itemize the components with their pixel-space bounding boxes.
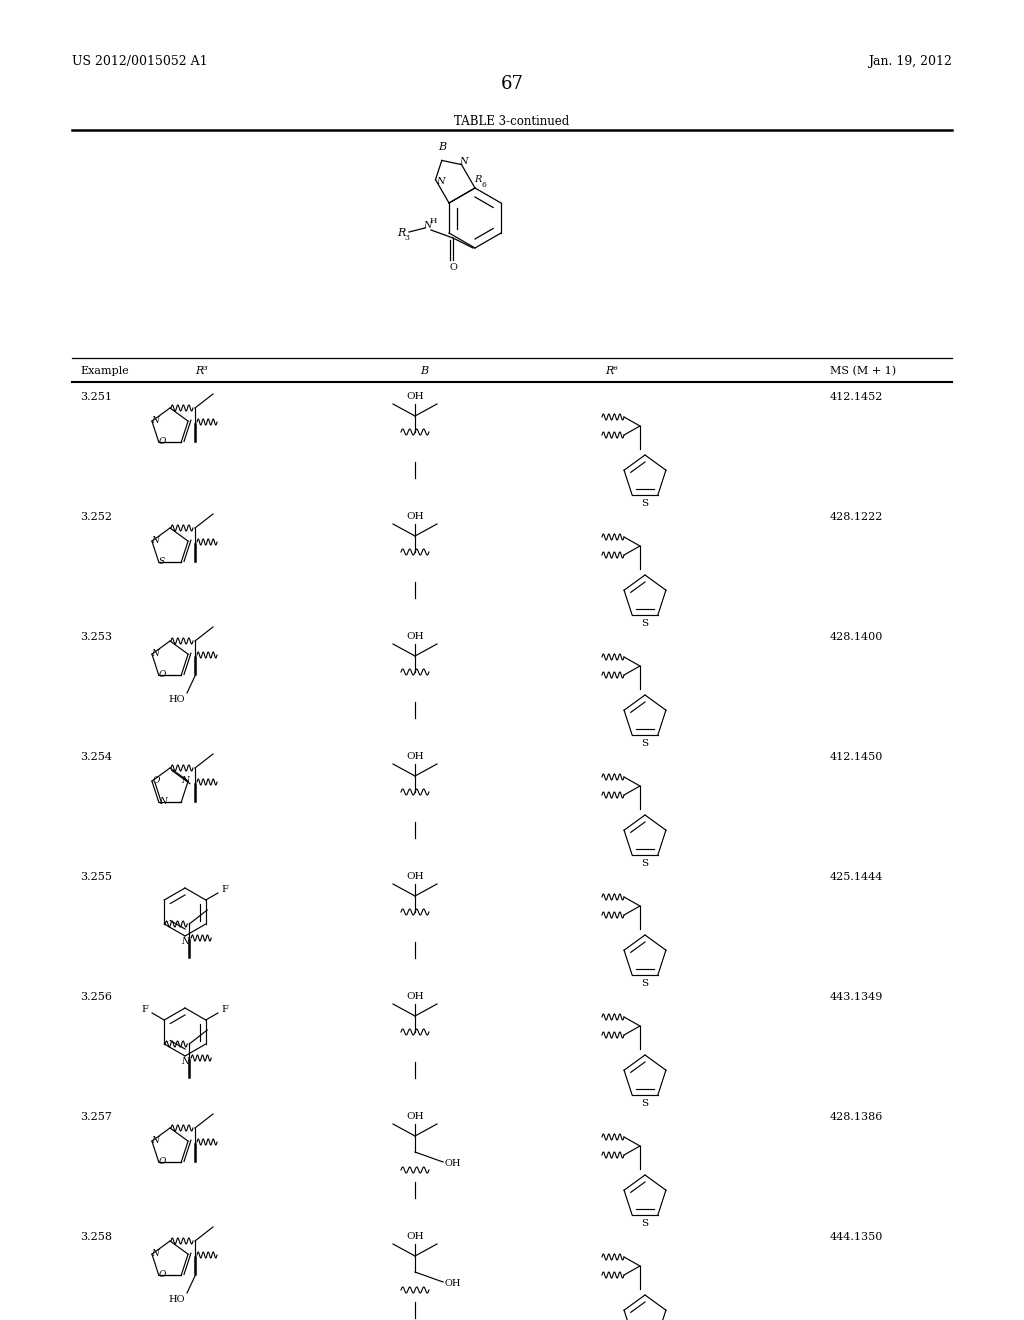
- Text: OH: OH: [407, 752, 424, 762]
- Text: TABLE 3-continued: TABLE 3-continued: [455, 115, 569, 128]
- Text: S: S: [641, 859, 648, 869]
- Text: R³: R³: [195, 366, 208, 376]
- Text: HO: HO: [169, 694, 185, 704]
- Text: 444.1350: 444.1350: [830, 1232, 884, 1242]
- Text: OH: OH: [407, 873, 424, 880]
- Text: O: O: [158, 669, 166, 678]
- Text: S: S: [641, 1100, 648, 1109]
- Text: Jan. 19, 2012: Jan. 19, 2012: [868, 55, 952, 69]
- Text: OH: OH: [407, 1232, 424, 1241]
- Text: 6: 6: [481, 181, 486, 189]
- Text: S: S: [641, 1220, 648, 1229]
- Text: 3.258: 3.258: [80, 1232, 112, 1242]
- Text: N: N: [423, 222, 431, 231]
- Text: R⁶: R⁶: [605, 366, 617, 376]
- Text: OH: OH: [407, 993, 424, 1001]
- Text: O: O: [158, 1270, 166, 1279]
- Text: OH: OH: [407, 632, 424, 642]
- Text: N: N: [159, 797, 167, 807]
- Text: N: N: [181, 936, 189, 945]
- Text: 412.1450: 412.1450: [830, 752, 884, 762]
- Text: 425.1444: 425.1444: [830, 873, 884, 882]
- Text: R: R: [474, 176, 481, 183]
- Text: N: N: [181, 1056, 189, 1065]
- Text: OH: OH: [407, 392, 424, 401]
- Text: B: B: [420, 366, 428, 376]
- Text: HO: HO: [169, 1295, 185, 1304]
- Text: F: F: [221, 884, 228, 894]
- Text: 428.1222: 428.1222: [830, 512, 884, 521]
- Text: B: B: [437, 143, 445, 152]
- Text: 3.253: 3.253: [80, 632, 112, 642]
- Text: R: R: [397, 228, 406, 238]
- Text: 3.254: 3.254: [80, 752, 112, 762]
- Text: F: F: [221, 1005, 228, 1014]
- Text: 3.252: 3.252: [80, 512, 112, 521]
- Text: S: S: [159, 557, 165, 566]
- Text: US 2012/0015052 A1: US 2012/0015052 A1: [72, 55, 208, 69]
- Text: O: O: [158, 437, 166, 446]
- Text: N: N: [459, 157, 468, 166]
- Text: 412.1452: 412.1452: [830, 392, 884, 403]
- Text: MS (M + 1): MS (M + 1): [830, 366, 896, 376]
- Text: OH: OH: [407, 1111, 424, 1121]
- Text: 3.257: 3.257: [80, 1111, 112, 1122]
- Text: N: N: [151, 1249, 159, 1258]
- Text: S: S: [641, 739, 648, 748]
- Text: N: N: [151, 536, 159, 545]
- Text: O: O: [450, 264, 457, 272]
- Text: 428.1386: 428.1386: [830, 1111, 884, 1122]
- Text: OH: OH: [444, 1159, 461, 1168]
- Text: Example: Example: [80, 366, 129, 376]
- Text: S: S: [641, 979, 648, 989]
- Text: 443.1349: 443.1349: [830, 993, 884, 1002]
- Text: 67: 67: [501, 75, 523, 92]
- Text: 3.255: 3.255: [80, 873, 112, 882]
- Text: N: N: [151, 648, 159, 657]
- Text: 3.251: 3.251: [80, 392, 112, 403]
- Text: S: S: [641, 499, 648, 508]
- Text: O: O: [158, 1156, 166, 1166]
- Text: 3: 3: [404, 234, 410, 242]
- Text: N: N: [181, 776, 189, 784]
- Text: S: S: [641, 619, 648, 628]
- Text: OH: OH: [407, 512, 424, 521]
- Text: O: O: [153, 776, 160, 784]
- Text: OH: OH: [444, 1279, 461, 1288]
- Text: 3.256: 3.256: [80, 993, 112, 1002]
- Text: F: F: [141, 1005, 148, 1014]
- Text: N: N: [151, 1135, 159, 1144]
- Text: N: N: [436, 177, 444, 186]
- Text: H: H: [429, 216, 436, 224]
- Text: 428.1400: 428.1400: [830, 632, 884, 642]
- Text: N: N: [151, 416, 159, 425]
